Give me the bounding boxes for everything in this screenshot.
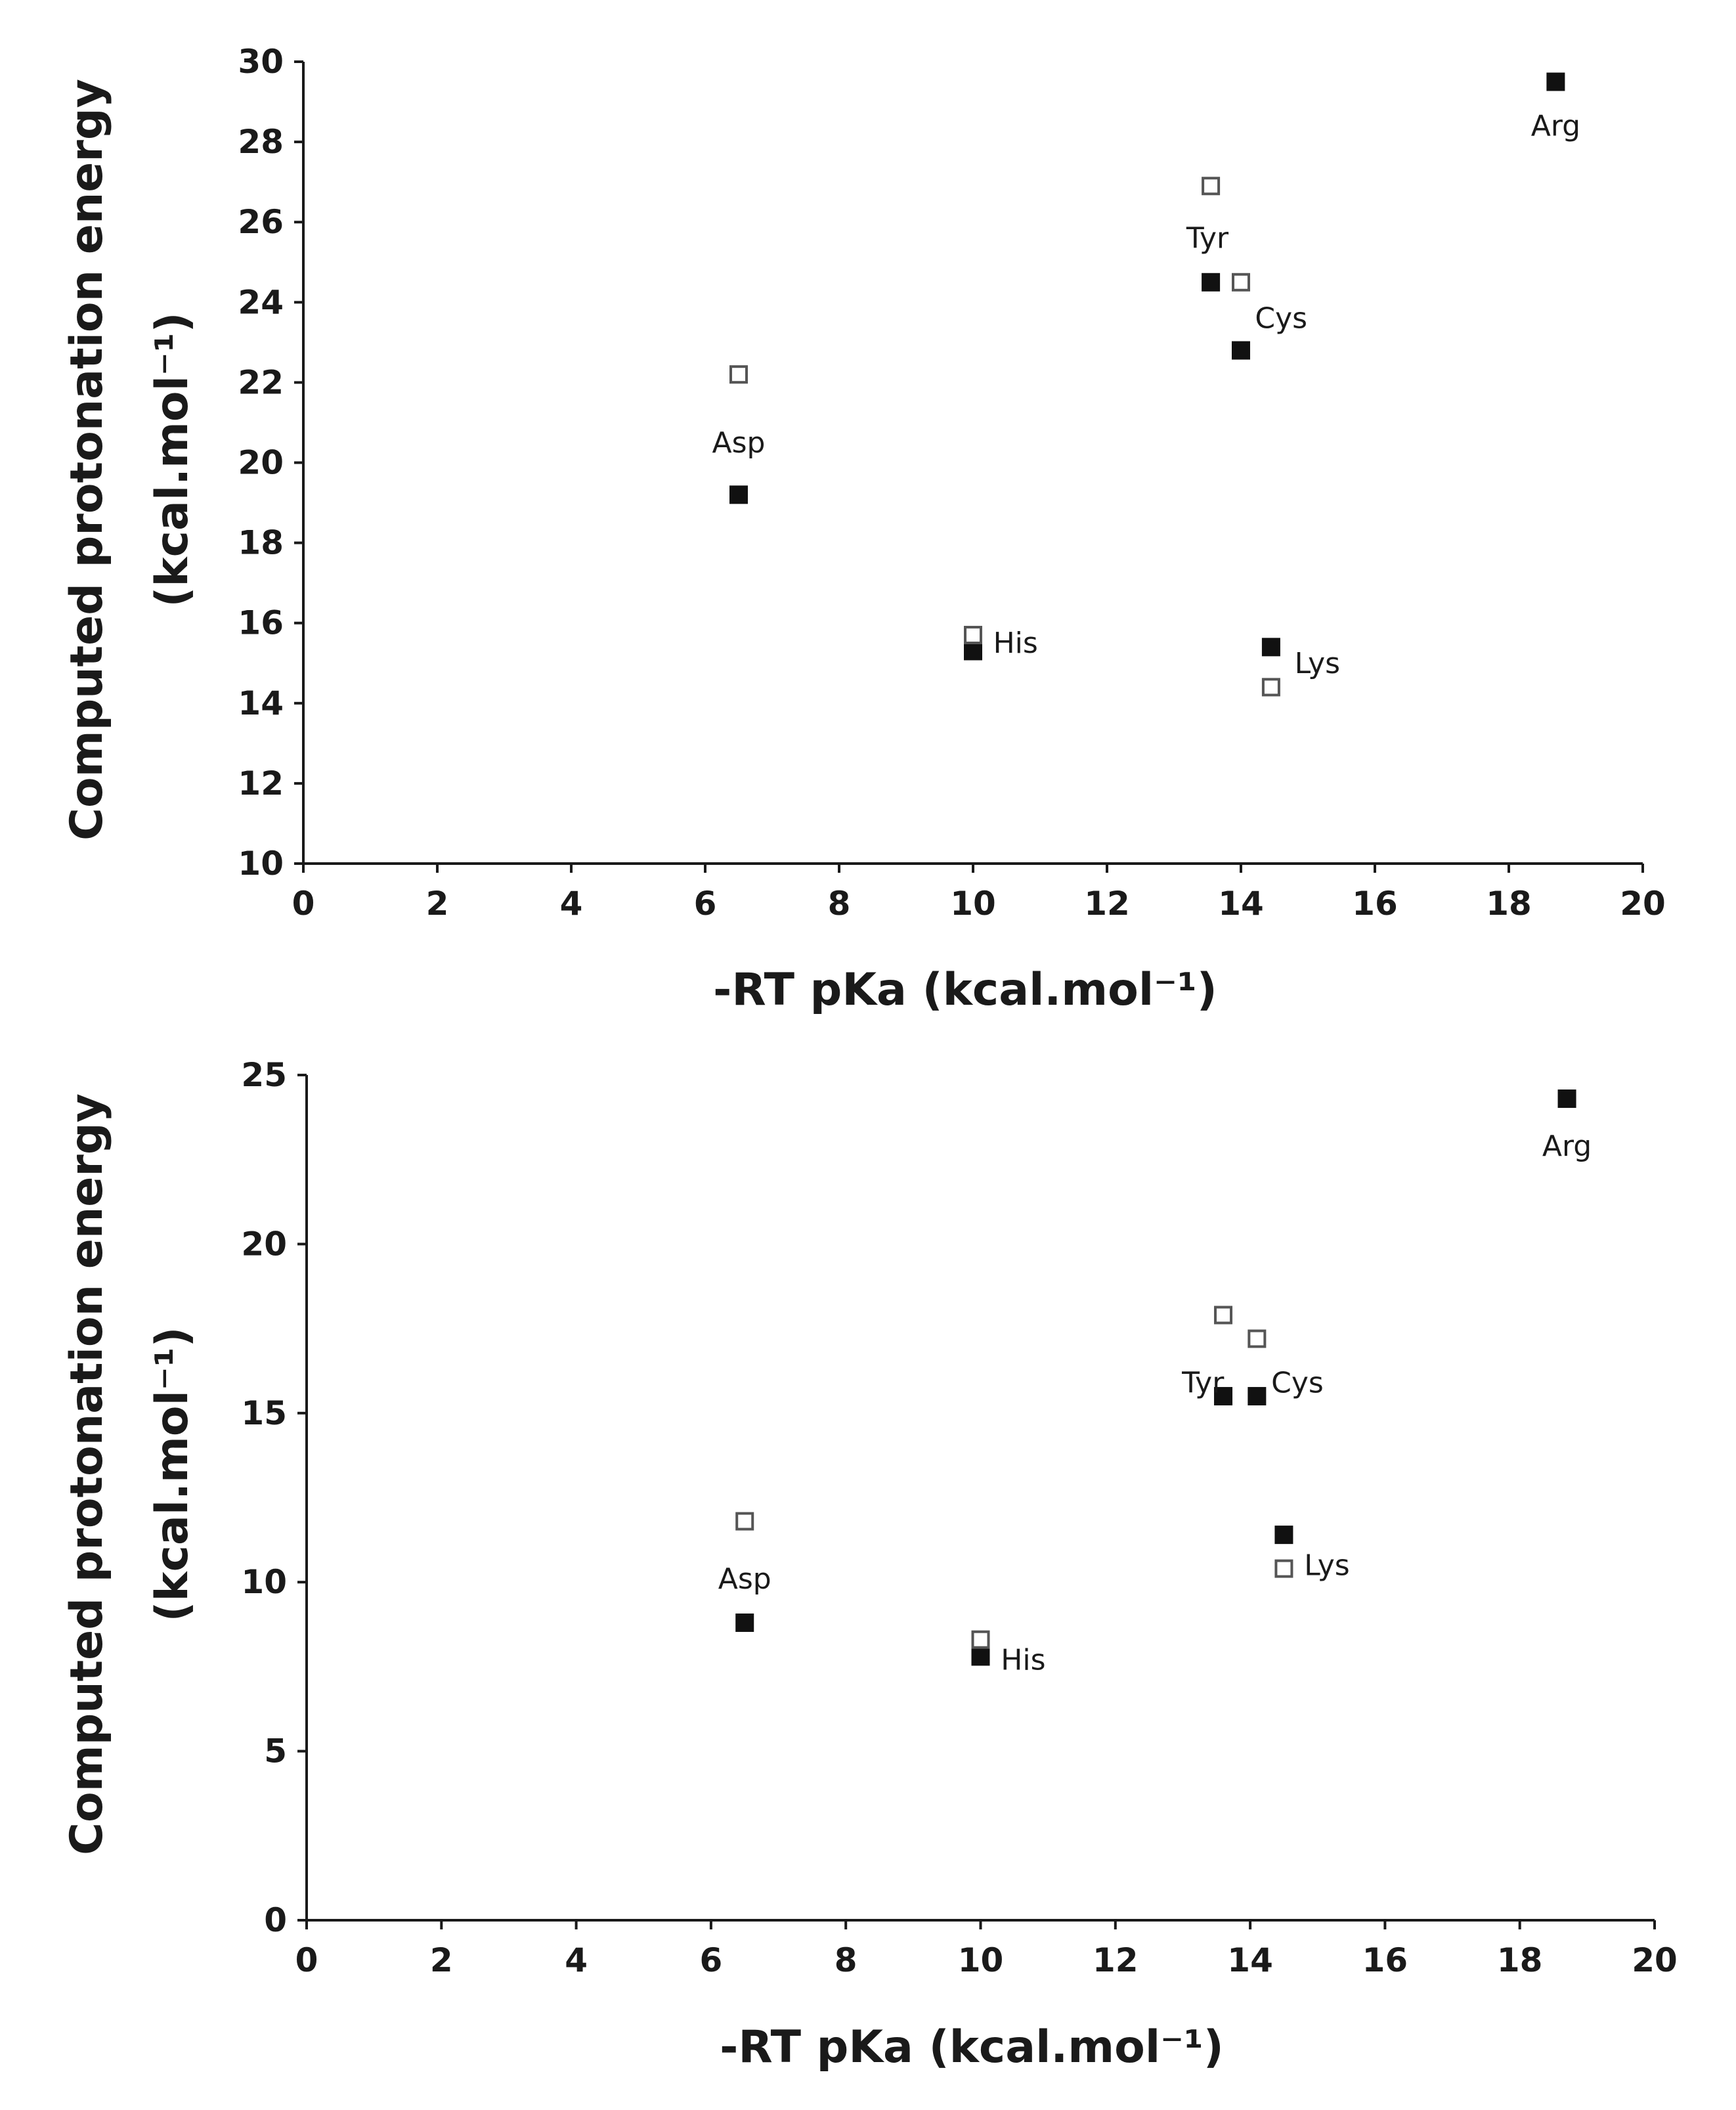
chart-bottom: 0 5 10 15 20 25 0 2 4 6 8 10 12 14 16 18 20 Asp His Tyr Cy… [61, 1056, 1678, 2073]
point-label-cys: Cys [1255, 302, 1307, 336]
y-tick-label: 10 [241, 1563, 287, 1601]
point-filled-square [1557, 1089, 1576, 1109]
point-open-square [735, 1512, 754, 1531]
point-filled-square [964, 642, 982, 661]
y-tick-label: 10 [238, 845, 284, 883]
x-tick-label: 4 [560, 885, 583, 923]
y-tick-label: 22 [238, 363, 284, 401]
x-tick-label: 2 [426, 885, 449, 923]
x-tick-label: 14 [1218, 885, 1264, 923]
point-label-his: His [1001, 1644, 1045, 1677]
point-label-asp: Asp [712, 426, 766, 460]
point-label-his: His [993, 626, 1038, 660]
x-tick-label: 8 [828, 885, 851, 923]
point-open-square [1202, 177, 1221, 196]
y-tick-label: 20 [241, 1225, 287, 1263]
y-tick-label: 28 [238, 123, 284, 161]
x-tick-label: 16 [1362, 1941, 1408, 1979]
markers [729, 72, 1565, 697]
point-open-square [1232, 273, 1250, 292]
x-tick-label: 10 [950, 885, 996, 923]
point-open-square [1274, 1559, 1293, 1578]
x-tick-label: 6 [694, 885, 717, 923]
x-ticks: 0 2 4 6 8 10 12 14 16 18 20 [295, 1920, 1678, 1979]
x-tick-label: 12 [1084, 885, 1130, 923]
y-tick-label: 14 [238, 684, 284, 722]
point-label-lys: Lys [1295, 647, 1340, 680]
y-axis-title-units: (kcal.mol⁻¹) [146, 1327, 198, 1621]
y-tick-label: 0 [264, 1901, 287, 1939]
y-tick-label: 26 [238, 203, 284, 241]
point-open-square [1248, 1329, 1267, 1348]
point-open-square [971, 1630, 990, 1649]
point-filled-square [971, 1647, 990, 1666]
y-tick-label: 18 [238, 524, 284, 562]
point-label-lys: Lys [1304, 1549, 1349, 1582]
x-tick-label: 4 [565, 1941, 588, 1979]
point-open-square [964, 626, 982, 645]
y-tick-label: 15 [241, 1394, 287, 1432]
x-tick-label: 14 [1227, 1941, 1273, 1979]
x-tick-label: 18 [1486, 885, 1532, 923]
point-filled-square [1232, 341, 1250, 360]
y-tick-label: 12 [238, 764, 284, 802]
point-label-arg: Arg [1542, 1130, 1592, 1163]
x-tick-label: 2 [430, 1941, 453, 1979]
y-tick-label: 24 [238, 283, 284, 321]
y-ticks: 10 12 14 16 18 20 22 24 26 28 30 [238, 43, 303, 883]
markers [735, 1089, 1576, 1666]
y-tick-label: 25 [241, 1056, 287, 1094]
x-tick-label: 20 [1620, 885, 1666, 923]
x-tick-label: 16 [1352, 885, 1398, 923]
y-axis-title: Computed protonation energy [61, 1093, 113, 1855]
point-label-tyr: Tyr [1181, 1366, 1225, 1399]
x-ticks: 0 2 4 6 8 10 12 14 16 18 20 [292, 864, 1666, 923]
x-tick-label: 20 [1632, 1941, 1678, 1979]
x-tick-label: 0 [292, 885, 315, 923]
y-tick-label: 16 [238, 604, 284, 642]
point-filled-square [1202, 273, 1221, 292]
x-tick-label: 6 [700, 1941, 723, 1979]
x-tick-label: 12 [1093, 1941, 1139, 1979]
point-filled-square [1214, 1387, 1233, 1406]
point-open-square [1261, 678, 1280, 697]
point-labels: Asp His Tyr Cys Lys Arg [718, 1130, 1592, 1677]
point-labels: Asp His Tyr Cys Lys Arg [712, 110, 1581, 680]
point-filled-square [1248, 1387, 1267, 1406]
point-label-cys: Cys [1271, 1366, 1324, 1399]
point-label-tyr: Tyr [1186, 222, 1229, 255]
point-open-square [1214, 1306, 1233, 1325]
x-axis-title: -RT pKa (kcal.mol⁻¹) [720, 2021, 1224, 2073]
point-filled-square [1274, 1526, 1293, 1545]
y-axis-title-units: (kcal.mol⁻¹) [146, 312, 198, 607]
point-filled-square [729, 485, 748, 504]
point-filled-square [735, 1613, 754, 1632]
point-filled-square [1546, 72, 1565, 91]
x-tick-label: 18 [1497, 1941, 1543, 1979]
y-tick-label: 20 [238, 444, 284, 482]
x-tick-label: 10 [958, 1941, 1004, 1979]
y-tick-label: 5 [264, 1732, 287, 1770]
y-tick-label: 30 [238, 43, 284, 81]
y-ticks: 0 5 10 15 20 25 [241, 1056, 307, 1939]
y-axis-title: Computed protonation energy [61, 79, 113, 841]
point-filled-square [1261, 638, 1280, 657]
x-axis-title: -RT pKa (kcal.mol⁻¹) [713, 964, 1217, 1016]
point-label-arg: Arg [1531, 110, 1580, 143]
point-open-square [729, 365, 748, 384]
x-tick-label: 0 [295, 1941, 318, 1979]
point-label-asp: Asp [718, 1562, 771, 1596]
x-tick-label: 8 [835, 1941, 857, 1979]
